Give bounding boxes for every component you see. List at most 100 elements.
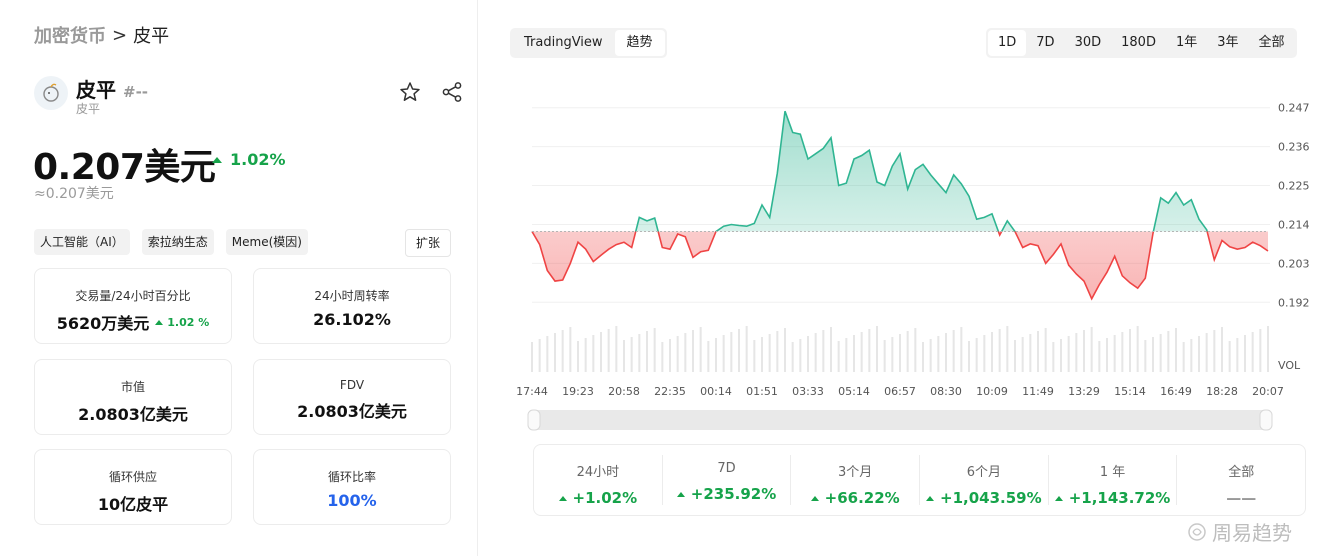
x-tick-label: 17:44	[516, 385, 548, 398]
volume-bar	[577, 341, 579, 372]
volume-bar	[1136, 326, 1139, 372]
stat-circulating-ratio: 循环比率 100%	[253, 449, 451, 525]
range-tab-30d[interactable]: 30D	[1074, 35, 1102, 50]
volume-bar	[845, 338, 848, 372]
perf-24h: 24小时 +1.02%	[534, 455, 663, 507]
y-tick-label: 0.2255	[1278, 180, 1310, 193]
volume-bar	[899, 334, 901, 372]
volume-bar	[1075, 333, 1078, 372]
range-tab-7d[interactable]: 7D	[1036, 35, 1055, 50]
volume-bar	[929, 339, 932, 372]
volume-bar	[592, 335, 595, 372]
volume-bar	[692, 330, 694, 372]
tag-solana[interactable]: 索拉纳生态	[141, 229, 214, 255]
range-tab-1d[interactable]: 1D	[988, 30, 1027, 56]
volume-bar	[738, 329, 740, 372]
volume-bar	[561, 330, 564, 372]
volume-bar	[569, 327, 572, 372]
share-icon[interactable]	[440, 80, 464, 104]
volume-bar	[1098, 341, 1101, 372]
range-handle-left[interactable]	[527, 409, 541, 431]
volume-bar	[853, 335, 855, 372]
tag-meme[interactable]: Meme(模因)	[225, 229, 308, 255]
volume-bar	[914, 328, 917, 372]
chart-type-tabs: TradingView 趋势	[510, 28, 667, 58]
volume-bar	[1052, 342, 1055, 372]
volume-bar	[1006, 326, 1009, 372]
stat-fdv: FDV 2.0803亿美元	[253, 359, 451, 435]
stat-market-cap: 市值 2.0803亿美元	[34, 359, 232, 435]
volume-bar	[822, 330, 825, 372]
breadcrumb-separator: >	[112, 24, 128, 46]
range-tab-all[interactable]: 全部	[1258, 35, 1285, 50]
coin-header: 皮平 #-- 皮平	[34, 74, 464, 116]
range-tab-180d[interactable]: 180D	[1121, 35, 1156, 50]
volume-bar	[615, 326, 618, 372]
breadcrumb: 加密货币 > 皮平	[34, 22, 169, 48]
volume-bar	[630, 337, 633, 372]
range-tab-1y[interactable]: 1年	[1175, 35, 1198, 50]
y-tick-label: 0.1925	[1278, 296, 1310, 309]
perf-value: +66.22%	[791, 489, 919, 507]
perf-value: +235.92%	[663, 485, 791, 503]
volume-bar	[1029, 334, 1032, 372]
favorite-star-icon[interactable]	[398, 80, 422, 104]
volume-bar	[1205, 333, 1208, 372]
x-tick-label: 06:57	[884, 385, 916, 398]
volume-bar	[745, 326, 748, 372]
stat-circulating-supply: 循环供应 10亿皮平	[34, 449, 232, 525]
volume-bar	[1121, 332, 1124, 372]
x-tick-label: 13:29	[1068, 385, 1100, 398]
volume-bar	[1037, 331, 1039, 372]
range-tab-3y[interactable]: 3年	[1217, 35, 1239, 50]
volume-bar	[868, 329, 871, 372]
arrow-up-icon	[926, 495, 935, 501]
price-change-value: 1.02%	[230, 150, 286, 169]
tag-ai[interactable]: 人工智能（AI）	[34, 229, 130, 255]
volume-bar	[1083, 330, 1085, 372]
perf-label: 全部	[1228, 465, 1255, 480]
volume-bar	[960, 327, 963, 372]
breadcrumb-current: 皮平	[133, 26, 170, 47]
volume-bar	[1021, 337, 1024, 372]
volume-bar	[1175, 328, 1177, 372]
expand-button[interactable]: 扩张	[405, 229, 451, 257]
y-tick-label: 0.2035	[1278, 257, 1310, 270]
volume-bar	[1267, 326, 1269, 372]
arrow-up-icon	[810, 495, 819, 501]
volume-bar	[1060, 339, 1062, 372]
volume-bar	[715, 338, 717, 372]
volume-label: VOL	[1278, 359, 1301, 372]
volume-bar	[1106, 338, 1108, 372]
range-scrollbar[interactable]	[528, 410, 1272, 430]
stat-value: 2.0803亿美元	[297, 402, 407, 421]
price-chart[interactable]: 0.2475 0.2365 0.2255 0.2145 0.2035 0.1925 VOL 1…	[510, 80, 1310, 440]
y-tick-label: 0.2145	[1278, 218, 1310, 231]
stat-label: FDV	[339, 378, 365, 392]
stat-label: 循环供应	[108, 470, 157, 484]
volume-bar	[722, 335, 725, 372]
volume-change-value: 1.02 %	[167, 315, 210, 329]
perf-all-value: ——	[1226, 489, 1257, 507]
volume-bar	[730, 332, 733, 372]
perf-7d: 7D +235.92%	[663, 455, 792, 505]
volume-bar	[807, 336, 809, 372]
tab-tradingview[interactable]: TradingView	[524, 35, 603, 50]
x-tick-label: 22:35	[654, 385, 686, 398]
y-tick-label: 0.2475	[1278, 102, 1310, 115]
price-line-down	[531, 231, 1269, 301]
perf-label: 3个月	[838, 465, 873, 480]
volume-bar	[1090, 327, 1093, 372]
range-handle-right[interactable]	[1259, 409, 1273, 431]
breadcrumb-parent-link[interactable]: 加密货币	[34, 26, 106, 47]
stat-value: 5620万美元 1.02 %	[35, 310, 231, 334]
price-approx: ≈0.207美元	[34, 186, 114, 202]
perf-1y-value: +1,143.72%	[1068, 489, 1171, 507]
tab-trend[interactable]: 趋势	[614, 30, 665, 56]
arrow-up-icon	[212, 156, 222, 163]
perf-label: 24小时	[576, 465, 620, 480]
volume-bar	[860, 332, 863, 372]
volume-bar	[975, 338, 978, 372]
volume-value: 5620万美元	[56, 314, 150, 333]
coin-name: 皮平	[76, 78, 116, 102]
